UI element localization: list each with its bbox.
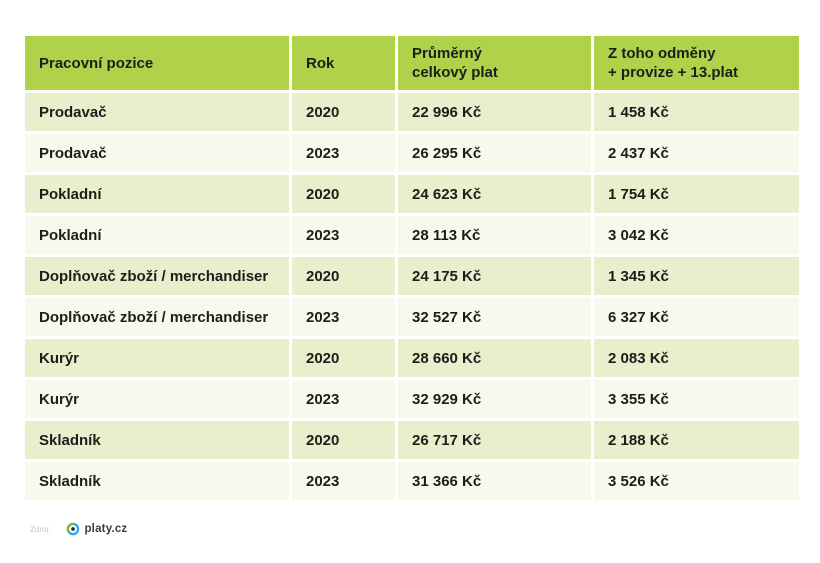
cell-total-salary: 26 295 Kč <box>398 134 591 172</box>
cell-total-salary: 28 113 Kč <box>398 216 591 254</box>
cell-total-salary: 22 996 Kč <box>398 93 591 131</box>
table-row: Kurýr 2023 32 929 Kč 3 355 Kč <box>25 380 799 418</box>
cell-bonus: 1 345 Kč <box>594 257 799 295</box>
cell-year: 2023 <box>292 134 395 172</box>
cell-position: Skladník <box>25 462 289 500</box>
cell-bonus: 3 355 Kč <box>594 380 799 418</box>
column-header-avg-salary-line1: Průměrný <box>412 45 483 62</box>
cell-total-salary: 31 366 Kč <box>398 462 591 500</box>
table-row: Pokladní 2023 28 113 Kč 3 042 Kč <box>25 216 799 254</box>
cell-position: Skladník <box>25 421 289 459</box>
cell-year: 2020 <box>292 257 395 295</box>
brand-name: platy.cz <box>84 523 128 535</box>
platy-logo-icon <box>66 522 80 536</box>
cell-bonus: 1 754 Kč <box>594 175 799 213</box>
cell-total-salary: 32 929 Kč <box>398 380 591 418</box>
column-header-year: Rok <box>292 36 395 90</box>
table-row: Doplňovač zboží / merchandiser 2020 24 1… <box>25 257 799 295</box>
table-row: Prodavač 2020 22 996 Kč 1 458 Kč <box>25 93 799 131</box>
cell-bonus: 3 042 Kč <box>594 216 799 254</box>
cell-position: Prodavač <box>25 93 289 131</box>
cell-position: Doplňovač zboží / merchandiser <box>25 257 289 295</box>
salary-table: Pracovní pozice Rok Průměrný celkový pla… <box>22 33 802 503</box>
source-footer: Zdroj: platy.cz <box>30 520 127 538</box>
table-row: Skladník 2023 31 366 Kč 3 526 Kč <box>25 462 799 500</box>
cell-position: Prodavač <box>25 134 289 172</box>
cell-total-salary: 24 623 Kč <box>398 175 591 213</box>
column-header-bonuses-line2: + provize + 13.plat <box>608 64 739 81</box>
cell-bonus: 3 526 Kč <box>594 462 799 500</box>
cell-position: Kurýr <box>25 380 289 418</box>
cell-year: 2023 <box>292 216 395 254</box>
cell-position: Doplňovač zboží / merchandiser <box>25 298 289 336</box>
column-header-avg-salary-line2: celkový plat <box>412 64 498 81</box>
column-header-position: Pracovní pozice <box>25 36 289 90</box>
column-header-avg-salary: Průměrný celkový plat <box>398 36 591 90</box>
header-row: Pracovní pozice Rok Průměrný celkový pla… <box>25 36 799 90</box>
table-row: Skladník 2020 26 717 Kč 2 188 Kč <box>25 421 799 459</box>
table-row: Doplňovač zboží / merchandiser 2023 32 5… <box>25 298 799 336</box>
source-label: Zdroj: <box>30 524 51 534</box>
table-row: Prodavač 2023 26 295 Kč 2 437 Kč <box>25 134 799 172</box>
cell-total-salary: 28 660 Kč <box>398 339 591 377</box>
cell-bonus: 6 327 Kč <box>594 298 799 336</box>
cell-position: Pokladní <box>25 175 289 213</box>
cell-bonus: 1 458 Kč <box>594 93 799 131</box>
cell-year: 2023 <box>292 462 395 500</box>
cell-position: Pokladní <box>25 216 289 254</box>
cell-year: 2020 <box>292 339 395 377</box>
table-row: Kurýr 2020 28 660 Kč 2 083 Kč <box>25 339 799 377</box>
cell-year: 2020 <box>292 93 395 131</box>
table-row: Pokladní 2020 24 623 Kč 1 754 Kč <box>25 175 799 213</box>
cell-total-salary: 26 717 Kč <box>398 421 591 459</box>
cell-year: 2023 <box>292 380 395 418</box>
cell-bonus: 2 437 Kč <box>594 134 799 172</box>
column-header-bonuses-line1: Z toho odměny <box>608 45 716 62</box>
cell-bonus: 2 188 Kč <box>594 421 799 459</box>
cell-total-salary: 32 527 Kč <box>398 298 591 336</box>
cell-bonus: 2 083 Kč <box>594 339 799 377</box>
cell-year: 2020 <box>292 421 395 459</box>
cell-position: Kurýr <box>25 339 289 377</box>
column-header-bonuses: Z toho odměny + provize + 13.plat <box>594 36 799 90</box>
cell-year: 2023 <box>292 298 395 336</box>
cell-year: 2020 <box>292 175 395 213</box>
cell-total-salary: 24 175 Kč <box>398 257 591 295</box>
